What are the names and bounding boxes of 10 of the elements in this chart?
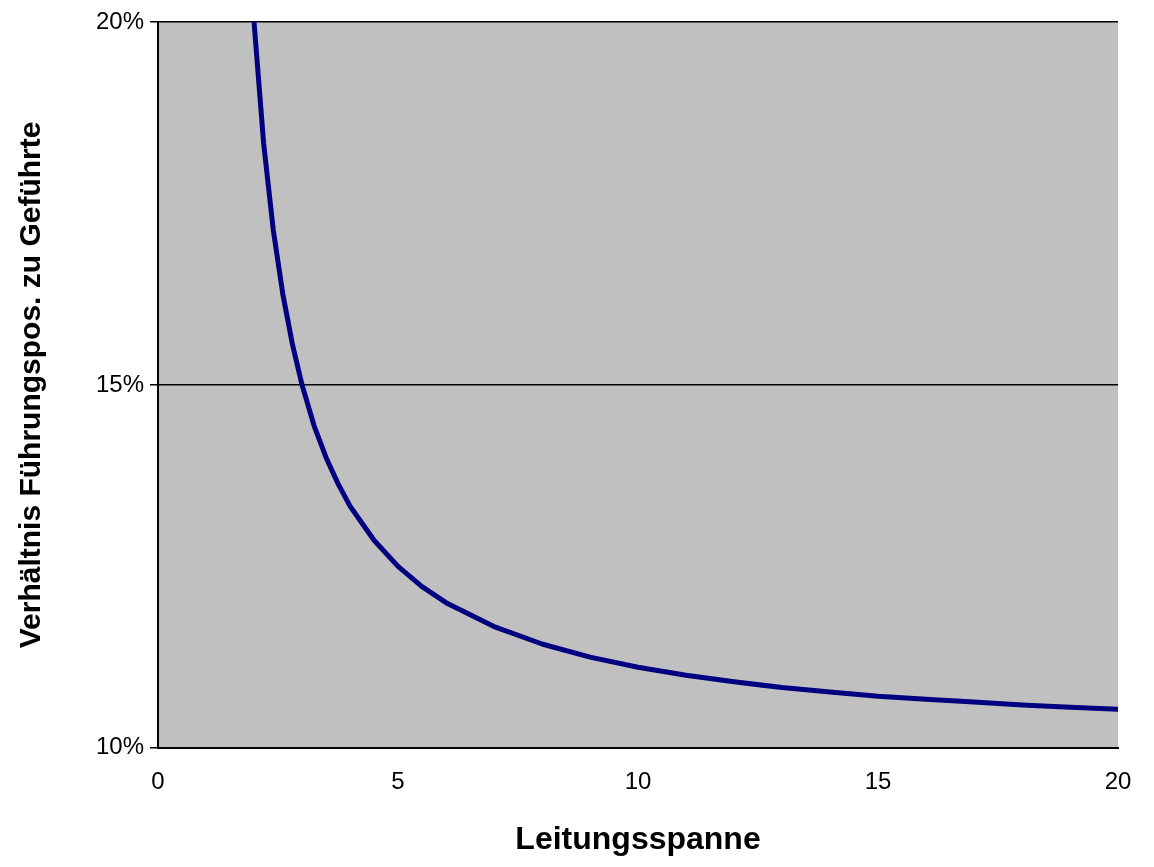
x-tick-label: 15: [864, 766, 892, 794]
x-tick-label: 0: [151, 766, 165, 794]
y-tick-label: 15%: [95, 369, 145, 397]
x-axis-title: Leitungsspanne: [515, 819, 761, 856]
x-tick-label: 5: [391, 766, 405, 794]
y-tick-label: 20%: [95, 6, 145, 34]
x-tick-label: 20: [1104, 766, 1132, 794]
y-axis-title: Verhältnis Führungspos. zu Geführte: [13, 121, 47, 649]
x-tick-label: 10: [624, 766, 652, 794]
y-tick-label: 10%: [95, 732, 145, 760]
